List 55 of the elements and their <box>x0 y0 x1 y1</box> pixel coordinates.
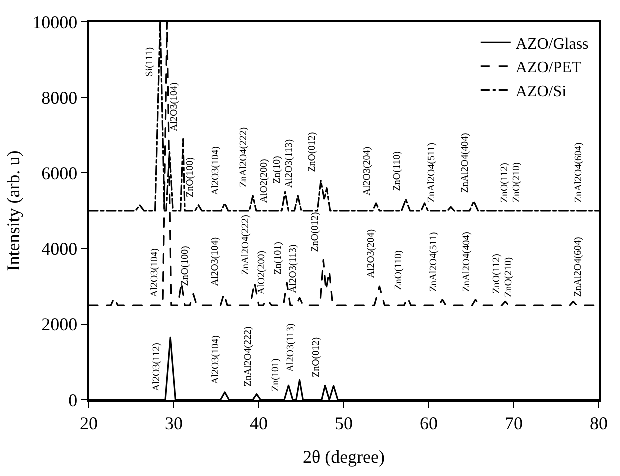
annotation: Zn(101) <box>270 358 282 392</box>
legend-label: AZO/PET <box>516 60 582 77</box>
y-tick-label: 0 <box>68 390 78 410</box>
x-tick-label: 70 <box>505 413 523 434</box>
annotation: ZnO(012) <box>310 212 321 252</box>
annotation: ZnAl2O4(222) <box>238 127 250 188</box>
annotation: Al2O3(204) <box>366 229 378 278</box>
legend-label: AZO/Glass <box>516 36 589 53</box>
annotation: ZnAl2O4(404) <box>461 232 472 292</box>
annotation: ZnO(100) <box>184 157 196 198</box>
annotation: AlO2(200) <box>259 159 270 204</box>
annotation: ZnO(012) <box>311 337 322 378</box>
annotation: ZnO(210) <box>503 257 514 298</box>
annotation: Al2O3(113) <box>288 244 299 294</box>
annotation: Zn(101) <box>273 242 284 275</box>
annotation: ZnO(100) <box>180 246 191 286</box>
y-tick-label: 6000 <box>42 164 78 184</box>
y-axis-title: Intensity (arb. u) <box>3 150 24 272</box>
y-tick-label: 4000 <box>42 239 78 260</box>
x-tick-label: 20 <box>80 413 98 434</box>
annotation: Al2O3(104) <box>210 237 221 286</box>
annotation: ZnAl2O4(604) <box>573 237 584 298</box>
annotation: Al2O3(104) <box>210 146 222 196</box>
annotation: Al2O3(112) <box>152 342 162 392</box>
annotation: ZnAl2O4(404) <box>460 133 471 194</box>
annotation: ZnO(112) <box>500 163 511 203</box>
annotation: ZnO(110) <box>393 250 404 290</box>
annotation: Al2O3(104) <box>169 82 180 132</box>
annotation: Al2O3(113) <box>285 324 296 372</box>
legend-label: AZO/Si <box>516 84 568 101</box>
annotation: ZnAl2O4(511) <box>426 142 438 203</box>
annotation: ZnAl2O4(604) <box>574 142 585 203</box>
x-tick-label: 40 <box>250 413 268 434</box>
x-tick-label: 30 <box>165 413 183 434</box>
annotation: AlO2(200) <box>256 250 268 295</box>
x-tick-label: 50 <box>335 413 353 434</box>
annotation: Zn(10) <box>272 156 283 184</box>
annotation: Al2O3(204) <box>362 146 373 196</box>
annotation: Al2O3(104) <box>210 336 222 384</box>
annotation: ZnAl2O4(222) <box>243 326 254 387</box>
y-tick-label: 2000 <box>42 314 78 335</box>
annotation: Al2O3(113) <box>284 139 296 188</box>
annotation: Si(111) <box>144 47 156 77</box>
x-tick-label: 80 <box>590 413 608 434</box>
annotation: ZnAl2O4(222) <box>240 215 252 276</box>
x-tick-label: 60 <box>420 413 438 434</box>
annotation: ZnO(112) <box>491 254 502 294</box>
annotation: ZnO(210) <box>512 162 523 203</box>
annotation: Al2O3(104) <box>149 248 160 298</box>
y-tick-label: 10000 <box>32 12 78 32</box>
annotation: ZnAl2O4(511) <box>428 232 440 292</box>
annotation: ZnO(012) <box>306 132 318 172</box>
y-tick-label: 8000 <box>42 88 78 108</box>
annotation: ZnO(110) <box>392 152 403 192</box>
x-axis-title: 2θ (degree) <box>302 446 386 467</box>
